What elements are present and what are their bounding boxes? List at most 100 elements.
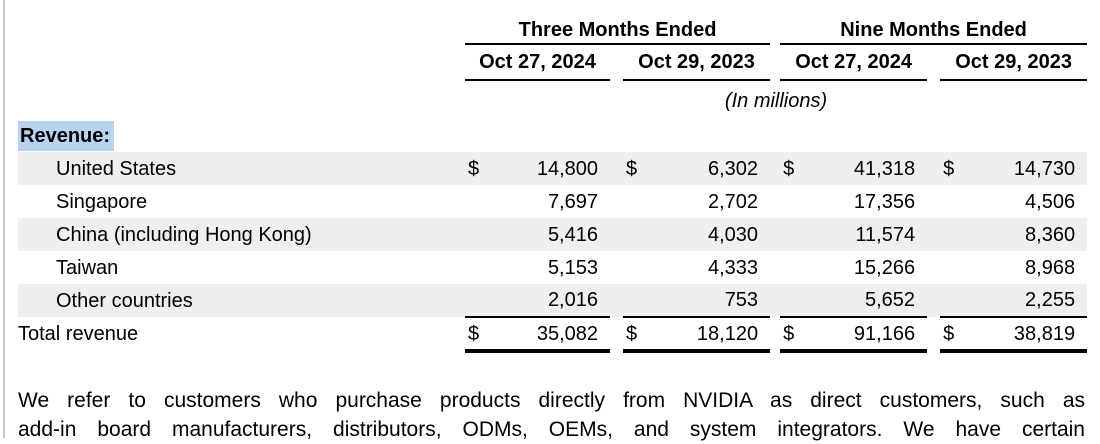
cell-value: 41,318 <box>853 157 916 180</box>
column-gap <box>610 284 623 317</box>
empty-cell <box>18 80 465 120</box>
empty-cell <box>780 251 810 284</box>
row-label: Taiwan <box>56 256 119 279</box>
row-label: United States <box>56 157 177 180</box>
cell-value: 4,506 <box>1025 190 1076 213</box>
empty-cell <box>780 218 810 251</box>
currency-symbol: $ <box>468 157 480 180</box>
table-row-column-headers: Oct 27, 2024 Oct 29, 2023 Oct 27, 2024 O… <box>18 44 1088 81</box>
units-note: (In millions) <box>724 89 828 112</box>
empty-cell <box>465 284 495 318</box>
column-gap <box>927 152 940 185</box>
paragraph-line: We refer to customers who purchase produ… <box>18 389 1085 412</box>
column-gap <box>770 317 780 351</box>
cell-value: 6,302 <box>708 157 759 180</box>
column-gap <box>610 152 623 185</box>
revenue-by-geography-table: Three Months Ended Nine Months Ended Oct… <box>18 16 1088 353</box>
column-gap <box>770 152 780 185</box>
column-gap <box>770 251 780 284</box>
currency-symbol: $ <box>780 317 811 353</box>
column-gap <box>770 284 780 317</box>
empty-cell <box>940 218 970 251</box>
column-gap <box>927 284 940 317</box>
empty-cell <box>780 284 811 318</box>
empty-cell <box>623 284 653 318</box>
page-left-border <box>3 0 5 438</box>
total-value: 38,819 <box>970 317 1088 353</box>
column-header-date: Oct 29, 2023 <box>940 44 1088 81</box>
column-gap <box>927 185 940 218</box>
table-row-units-note: (In millions) <box>18 80 1087 120</box>
empty-cell <box>465 218 495 251</box>
currency-symbol: $ <box>940 317 971 353</box>
table-row-group-headers: Three Months Ended Nine Months Ended <box>18 16 1088 45</box>
column-gap <box>927 251 940 284</box>
row-label: Other countries <box>56 289 193 312</box>
column-gap <box>610 44 623 80</box>
empty-cell <box>465 251 495 284</box>
table-row-section: Revenue: <box>18 120 1087 152</box>
paragraph-line: add-in board manufacturers, distributors… <box>18 418 1085 441</box>
column-gap <box>770 185 780 218</box>
cell-value: 14,730 <box>1013 157 1076 180</box>
table-row: Other countries 2,016 753 5,652 2,255 <box>18 284 1088 318</box>
empty-cell <box>18 44 465 80</box>
row-label: China (including Hong Kong) <box>56 223 312 246</box>
empty-cell <box>623 251 653 284</box>
total-value: 35,082 <box>495 317 610 353</box>
total-value: 18,120 <box>653 317 771 353</box>
cell-value: 2,255 <box>970 284 1088 318</box>
column-gap <box>610 218 623 251</box>
row-label: Singapore <box>56 190 148 213</box>
currency-symbol: $ <box>623 317 653 353</box>
section-label-cell: Revenue: <box>18 120 1087 152</box>
cell-value: 8,968 <box>1025 256 1076 279</box>
cell-value: 8,360 <box>1025 223 1076 246</box>
column-gap <box>610 185 623 218</box>
column-gap <box>927 317 940 351</box>
cell-value: 5,416 <box>547 223 598 246</box>
table-row-total: Total revenue $ 35,082 $ 18,120 $ 91,166… <box>18 317 1088 353</box>
group-header-nine-months: Nine Months Ended <box>780 16 1088 45</box>
column-gap <box>610 251 623 284</box>
column-gap <box>770 44 780 80</box>
section-label-revenue: Revenue: <box>18 121 115 151</box>
cell-value: 7,697 <box>547 190 598 213</box>
empty-cell <box>940 251 970 284</box>
currency-symbol: $ <box>465 317 495 353</box>
column-gap <box>770 218 780 251</box>
table-row: China (including Hong Kong) 5,416 4,030 … <box>18 218 1088 251</box>
cell-value: 5,153 <box>547 256 598 279</box>
column-gap <box>927 44 940 80</box>
total-row-label: Total revenue <box>18 323 139 345</box>
cell-value: 4,333 <box>708 256 759 279</box>
empty-cell <box>623 185 653 218</box>
customers-paragraph: We refer to customers who purchase produ… <box>18 386 1085 444</box>
group-header-three-months: Three Months Ended <box>465 16 771 45</box>
currency-symbol: $ <box>626 157 638 180</box>
cell-value: 14,800 <box>536 157 598 180</box>
cell-value: 2,016 <box>495 284 610 318</box>
empty-cell <box>940 284 971 318</box>
empty-cell <box>623 218 653 251</box>
empty-cell <box>18 16 465 44</box>
currency-symbol: $ <box>783 157 795 180</box>
cell-value: 2,702 <box>708 190 759 213</box>
table-row: Taiwan 5,153 4,333 15,266 8,968 <box>18 251 1087 284</box>
column-gap <box>927 218 940 251</box>
cell-value: 17,356 <box>853 190 916 213</box>
empty-cell <box>780 185 810 218</box>
cell-value: 15,266 <box>853 256 916 279</box>
table-row: United States $ 14,800 $ 6,302 $ 41,318 … <box>18 152 1088 185</box>
cell-value: 11,574 <box>855 223 916 246</box>
column-gap <box>770 16 780 44</box>
empty-cell <box>940 185 970 218</box>
table-row: Singapore 7,697 2,702 17,356 4,506 <box>18 185 1087 218</box>
currency-symbol: $ <box>943 157 955 180</box>
column-header-date: Oct 29, 2023 <box>623 44 771 81</box>
cell-value: 4,030 <box>708 223 759 246</box>
cell-value: 753 <box>653 284 771 318</box>
total-value: 91,166 <box>810 317 928 353</box>
column-header-date: Oct 27, 2024 <box>465 44 610 81</box>
empty-cell <box>465 185 495 218</box>
